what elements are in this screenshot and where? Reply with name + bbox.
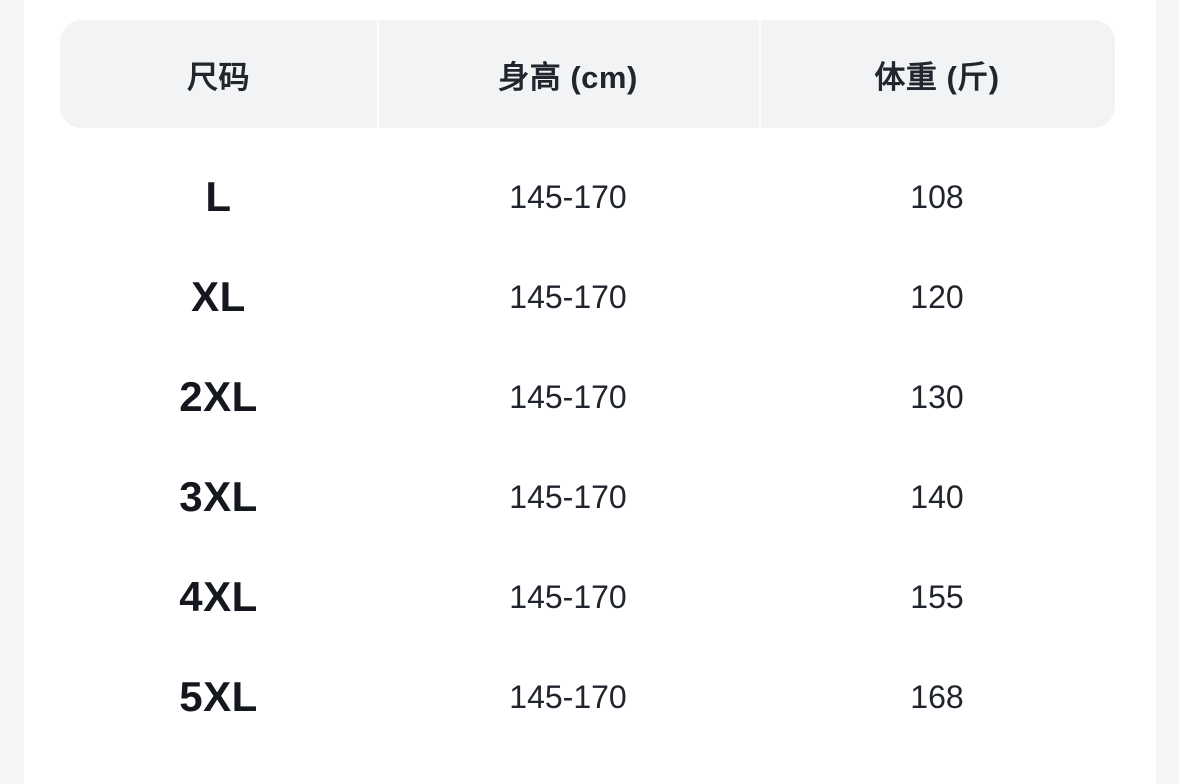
size-cell: 5XL: [179, 673, 258, 720]
height-cell: 145-170: [509, 178, 627, 215]
table-row: 5XL 145-170 168: [60, 647, 1115, 747]
size-cell: XL: [191, 273, 246, 320]
size-chart-header-row: 尺码 身高 (cm) 体重 (斤): [60, 20, 1115, 128]
size-cell: L: [205, 173, 232, 220]
header-cell-size: 尺码: [187, 59, 250, 95]
table-row: XL 145-170 120: [60, 247, 1115, 347]
table-row: 3XL 145-170 140: [60, 447, 1115, 547]
table-row: 4XL 145-170 155: [60, 547, 1115, 647]
size-cell: 2XL: [179, 373, 258, 420]
header-divider: [377, 20, 379, 128]
weight-cell: 120: [910, 278, 964, 315]
height-cell: 145-170: [509, 678, 627, 715]
size-chart-body: L 145-170 108 XL 145-170 120 2XL 145-170…: [60, 147, 1115, 747]
header-cell-weight: 体重 (斤): [874, 59, 1000, 95]
weight-cell: 140: [910, 478, 964, 515]
header-cell-height: 身高 (cm): [498, 59, 638, 95]
height-cell: 145-170: [509, 378, 627, 415]
table-row: 2XL 145-170 130: [60, 347, 1115, 447]
left-edge-strip: [0, 0, 24, 784]
weight-cell: 155: [910, 578, 964, 615]
height-cell: 145-170: [509, 478, 627, 515]
header-divider: [759, 20, 761, 128]
size-cell: 4XL: [179, 573, 258, 620]
weight-cell: 130: [910, 378, 964, 415]
table-row: L 145-170 108: [60, 147, 1115, 247]
height-cell: 145-170: [509, 578, 627, 615]
weight-cell: 168: [910, 678, 964, 715]
weight-cell: 108: [910, 178, 964, 215]
right-edge-strip: [1156, 0, 1179, 784]
size-cell: 3XL: [179, 473, 258, 520]
height-cell: 145-170: [509, 278, 627, 315]
size-chart-table: 尺码 身高 (cm) 体重 (斤) L 145-170 108 XL 145-1…: [60, 20, 1115, 747]
